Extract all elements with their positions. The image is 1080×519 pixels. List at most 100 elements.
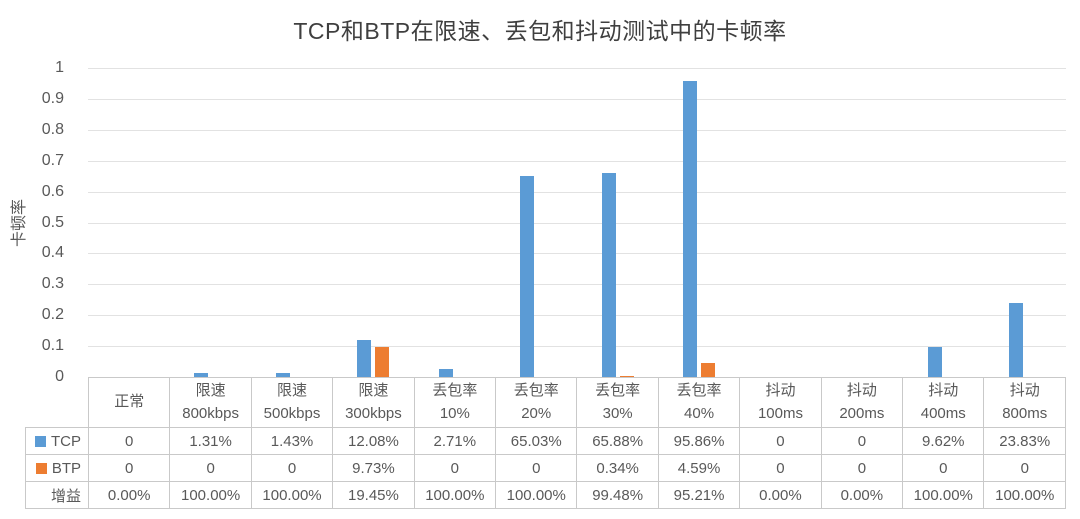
value-cell: 4.59% [657, 454, 741, 482]
bar-group [659, 68, 740, 377]
gridline [88, 129, 1066, 131]
value-cell: 0 [820, 427, 904, 455]
value-cell: 100.00% [169, 481, 252, 509]
btp-bar [619, 375, 634, 377]
value-cell: 95.21% [657, 481, 741, 509]
value-cell: 0 [902, 454, 985, 482]
bar-group [903, 68, 984, 377]
value-cell: 0 [739, 427, 822, 455]
gridline [88, 315, 1066, 317]
gridline [88, 222, 1066, 224]
value-cell: 0 [87, 454, 171, 482]
y-tick-label: 0.6 [41, 182, 64, 200]
table-header-row: 正常 限速 800kbps 限速 500kbps 限速 300kbps 丢包率 10% 丢… [25, 377, 1066, 428]
category-header-cell: 抖动 200ms [820, 377, 904, 428]
bar-group [577, 68, 658, 377]
tcp-bar [1009, 303, 1024, 377]
value-cell: 0.00% [820, 481, 904, 509]
value-cell: 100.00% [250, 481, 334, 509]
y-tick-label: 0 [55, 368, 64, 385]
bar-group [169, 68, 250, 377]
value-cell: 100.00% [902, 481, 985, 509]
plot-area: 卡顿率 1 0.9 0.8 0.7 0.6 0.5 0.4 0.3 0.2 0.1 0 [11, 59, 1066, 385]
btp-legend-label: BTP [25, 454, 89, 482]
value-cell: 95.86% [657, 427, 741, 455]
btp-table-row: BTP 0 0 0 9.73% 0 0 0.34% 4.59% 0 0 0 0 [25, 454, 1066, 482]
y-tick-label: 0.8 [41, 120, 64, 138]
gridline [88, 160, 1066, 162]
value-cell: 65.88% [576, 427, 659, 455]
gridline [88, 191, 1066, 193]
value-cell: 0.00% [739, 481, 822, 509]
value-cell: 9.62% [902, 427, 985, 455]
tcp-bar [194, 372, 209, 377]
tcp-bar [601, 173, 616, 377]
y-axis-title: 卡顿率 [11, 198, 29, 247]
value-cell: 100.00% [413, 481, 497, 509]
value-cell: 65.03% [495, 427, 578, 455]
tcp-bar [927, 347, 942, 377]
y-tick-label: 0.2 [41, 306, 64, 324]
value-cell: 0 [495, 454, 578, 482]
value-cell: 100.00% [983, 481, 1066, 509]
category-header-cell: 限速 300kbps [332, 377, 415, 428]
value-cell: 12.08% [332, 427, 415, 455]
value-cell: 0.00% [87, 481, 171, 509]
value-cell: 23.83% [983, 427, 1066, 455]
value-cell: 0 [169, 454, 252, 482]
y-tick-label: 0.7 [41, 151, 64, 169]
btp-legend-swatch-icon [35, 462, 47, 474]
value-cell: 0 [739, 454, 822, 482]
y-tick-label: 0.1 [41, 337, 64, 355]
category-header-cell: 丢包率 40% [657, 377, 741, 428]
category-header-cell: 抖动 800ms [983, 377, 1066, 428]
y-tick-label: 0.4 [41, 244, 64, 262]
category-header-cell: 丢包率 20% [495, 377, 578, 428]
bar-group [740, 68, 821, 377]
gridline [88, 98, 1066, 100]
gain-row-label: 增益 [25, 481, 89, 509]
bar-group [496, 68, 577, 377]
y-tick-label: 1 [55, 59, 64, 76]
value-cell: 1.43% [250, 427, 334, 455]
y-axis-title-wrap: 卡顿率 [6, 68, 28, 377]
gain-table-row: 增益 0.00% 100.00% 100.00% 19.45% 100.00% 100.00… [25, 481, 1066, 509]
value-cell: 0 [413, 454, 497, 482]
tcp-legend-label: TCP [25, 427, 89, 455]
tcp-table-row: TCP 0 1.31% 1.43% 12.08% 2.71% 65.03% 65.88% 95.… [25, 427, 1066, 455]
tcp-legend-swatch-icon [35, 435, 46, 447]
value-cell: 0.34% [576, 454, 659, 482]
gridline [88, 68, 1066, 69]
tcp-bar [357, 339, 372, 377]
category-header-cell: 限速 800kbps [169, 377, 252, 428]
tcp-bar [275, 372, 290, 377]
btp-bar [701, 362, 716, 377]
category-header-cell: 抖动 100ms [739, 377, 822, 428]
value-cell: 100.00% [495, 481, 578, 509]
value-cell: 1.31% [169, 427, 252, 455]
value-cell: 19.45% [332, 481, 415, 509]
table-body: 正常 限速 800kbps 限速 500kbps 限速 300kbps 丢包率 10% 丢… [25, 377, 1066, 509]
category-header-cell: 限速 500kbps [250, 377, 334, 428]
bar-group [251, 68, 332, 377]
tcp-bar [683, 80, 698, 377]
bar-group [985, 68, 1066, 377]
btp-bar [375, 346, 390, 377]
value-cell: 2.71% [413, 427, 497, 455]
y-tick-label: 0.3 [41, 275, 64, 293]
value-cell: 0 [820, 454, 904, 482]
value-cell: 0 [250, 454, 334, 482]
category-header-cell: 丢包率 10% [413, 377, 497, 428]
value-cell: 0 [87, 427, 171, 455]
category-header-cell: 丢包率 30% [576, 377, 659, 428]
chart-title: TCP和BTP在限速、丢包和抖动测试中的卡顿率 [293, 18, 787, 44]
category-header-cell: 正常 [87, 377, 171, 428]
value-cell: 99.48% [576, 481, 659, 509]
table-corner-cell [25, 377, 89, 428]
bar-group [414, 68, 495, 377]
bar-group [88, 68, 169, 377]
y-tick-label: 0.9 [41, 89, 64, 107]
gridline [88, 253, 1066, 255]
value-cell: 0 [983, 454, 1066, 482]
